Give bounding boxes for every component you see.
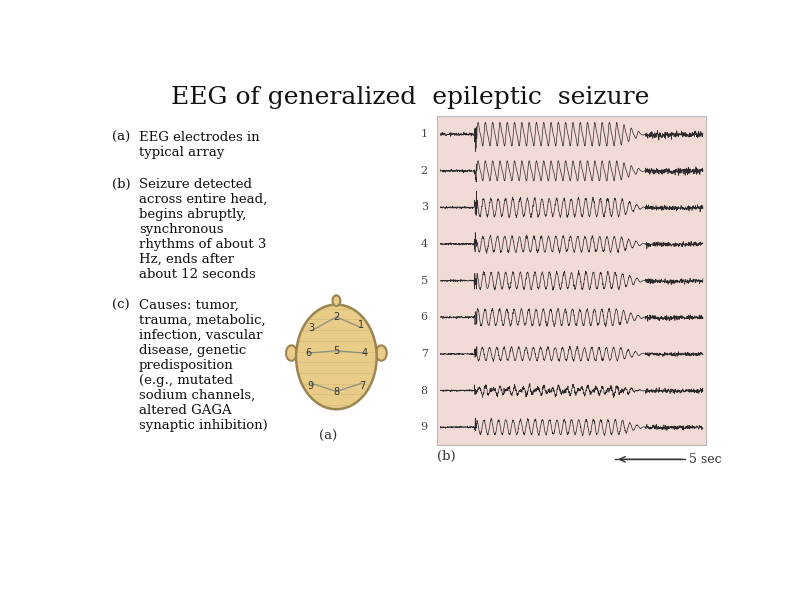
- Text: 3: 3: [309, 323, 314, 332]
- Ellipse shape: [296, 305, 377, 409]
- Text: 8: 8: [421, 386, 428, 395]
- Text: (a): (a): [319, 430, 338, 443]
- Text: 3: 3: [421, 202, 428, 212]
- Text: 6: 6: [421, 312, 428, 322]
- Text: 2: 2: [421, 166, 428, 176]
- Text: (b): (b): [437, 450, 456, 463]
- Ellipse shape: [333, 295, 340, 306]
- FancyBboxPatch shape: [437, 116, 706, 445]
- Text: 4: 4: [421, 239, 428, 249]
- Text: 2: 2: [334, 312, 339, 322]
- Text: 9: 9: [308, 381, 314, 391]
- Text: Seizure detected
across entire head,
begins abruptly,
synchronous
rhythms of abo: Seizure detected across entire head, beg…: [138, 178, 267, 281]
- Text: 1: 1: [358, 320, 364, 329]
- Text: 4: 4: [362, 348, 367, 358]
- Text: 8: 8: [334, 386, 339, 397]
- Text: (c): (c): [112, 299, 130, 312]
- Text: (b): (b): [112, 178, 130, 191]
- Text: 5: 5: [334, 346, 339, 356]
- Ellipse shape: [286, 346, 297, 361]
- Text: 1: 1: [421, 129, 428, 139]
- Ellipse shape: [376, 346, 386, 361]
- Text: 5 sec: 5 sec: [689, 453, 722, 466]
- Text: (a): (a): [112, 131, 130, 143]
- Text: 7: 7: [359, 381, 365, 391]
- Text: 7: 7: [421, 349, 428, 359]
- Text: Causes: tumor,
trauma, metabolic,
infection, vascular
disease, genetic
predispos: Causes: tumor, trauma, metabolic, infect…: [138, 299, 267, 432]
- Text: 9: 9: [421, 422, 428, 432]
- Text: EEG of generalized  epileptic  seizure: EEG of generalized epileptic seizure: [171, 86, 649, 109]
- Text: 5: 5: [421, 275, 428, 286]
- Text: 6: 6: [306, 348, 311, 358]
- Text: EEG electrodes in
typical array: EEG electrodes in typical array: [138, 131, 259, 158]
